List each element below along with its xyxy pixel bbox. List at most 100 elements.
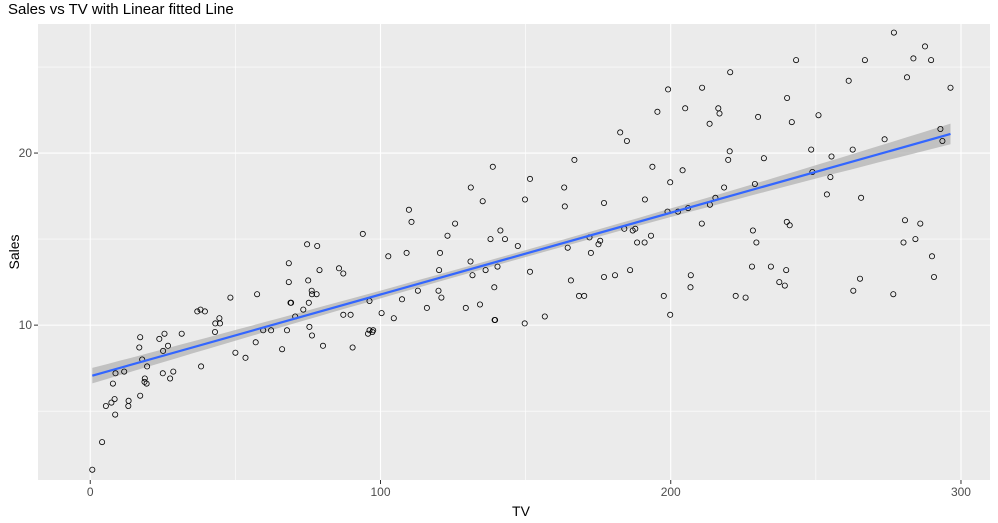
data-point: [308, 287, 315, 294]
data-point: [561, 184, 568, 191]
x-tick-label: 0: [87, 485, 94, 499]
grid-major: [38, 24, 990, 480]
data-point: [641, 239, 648, 246]
data-point: [726, 148, 733, 155]
data-point: [288, 299, 295, 306]
data-point: [347, 311, 354, 318]
data-point: [581, 292, 588, 299]
data-point: [408, 218, 415, 225]
data-point: [305, 277, 312, 284]
data-point: [366, 327, 373, 334]
data-point: [823, 191, 830, 198]
data-point: [164, 342, 171, 349]
data-point: [687, 272, 694, 279]
data-point: [755, 113, 762, 120]
data-point: [649, 163, 656, 170]
data-point: [306, 323, 313, 330]
data-point: [890, 29, 897, 36]
data-point: [788, 119, 795, 126]
data-point: [178, 330, 185, 337]
data-point: [522, 196, 529, 203]
data-point: [929, 253, 936, 260]
x-axis-title: TV: [512, 503, 531, 519]
data-point: [815, 112, 822, 119]
data-point: [910, 55, 917, 62]
data-point: [479, 198, 486, 205]
data-point: [438, 294, 445, 301]
data-point: [314, 242, 321, 249]
data-point: [201, 308, 208, 315]
data-point: [283, 327, 290, 334]
data-point: [793, 57, 800, 64]
data-point: [467, 258, 474, 265]
data-point: [541, 313, 548, 320]
fitted-line: [91, 132, 951, 377]
data-point: [514, 242, 521, 249]
data-point: [900, 239, 907, 246]
data-point: [398, 296, 405, 303]
data-point: [849, 146, 856, 153]
data-point: [850, 287, 857, 294]
data-point: [881, 136, 888, 143]
data-point: [160, 347, 167, 354]
data-point: [857, 275, 864, 282]
data-point: [660, 292, 667, 299]
data-point: [753, 239, 760, 246]
data-point: [137, 334, 144, 341]
data-point: [211, 328, 218, 335]
data-point: [587, 249, 594, 256]
data-point: [414, 287, 421, 294]
data-point: [917, 220, 924, 227]
data-point: [767, 263, 774, 270]
data-point: [667, 311, 674, 318]
data-point: [682, 105, 689, 112]
data-point: [313, 291, 320, 298]
data-point: [732, 292, 739, 299]
data-point: [159, 370, 166, 377]
data-point: [760, 155, 767, 162]
data-point: [698, 220, 705, 227]
data-point: [452, 220, 459, 227]
data-point: [527, 175, 534, 182]
data-point: [112, 411, 119, 418]
data-point: [783, 218, 790, 225]
data-point: [125, 397, 132, 404]
data-point: [808, 146, 815, 153]
data-point: [687, 284, 694, 291]
data-point: [601, 199, 608, 206]
data-point: [143, 380, 150, 387]
data-point: [216, 320, 223, 327]
x-tick-label: 200: [661, 485, 681, 499]
y-axis-title: Sales: [6, 234, 22, 269]
data-point: [467, 184, 474, 191]
data-point: [623, 137, 630, 144]
data-point: [285, 260, 292, 267]
data-point: [390, 315, 397, 322]
y-tick-label: 20: [19, 146, 33, 160]
confidence-ribbon: [92, 123, 951, 384]
data-point: [300, 306, 307, 313]
data-point: [167, 375, 174, 382]
data-point: [476, 301, 483, 308]
data-point: [232, 349, 239, 356]
data-point: [491, 284, 498, 291]
data-point: [648, 232, 655, 239]
chart-title: Sales vs TV with Linear fitted Line: [8, 1, 234, 18]
data-point: [699, 84, 706, 91]
data-point: [521, 320, 528, 327]
data-point: [319, 342, 326, 349]
data-point: [595, 241, 602, 248]
data-point: [109, 380, 116, 387]
data-point: [612, 272, 619, 279]
data-point: [904, 74, 911, 81]
data-point: [783, 267, 790, 274]
data-point: [423, 304, 430, 311]
data-point: [137, 392, 144, 399]
data-point: [121, 368, 128, 375]
data-point: [285, 279, 292, 286]
data-point: [947, 84, 954, 91]
data-point: [679, 167, 686, 174]
data-point: [890, 291, 897, 298]
data-point: [462, 304, 469, 311]
data-point: [444, 232, 451, 239]
